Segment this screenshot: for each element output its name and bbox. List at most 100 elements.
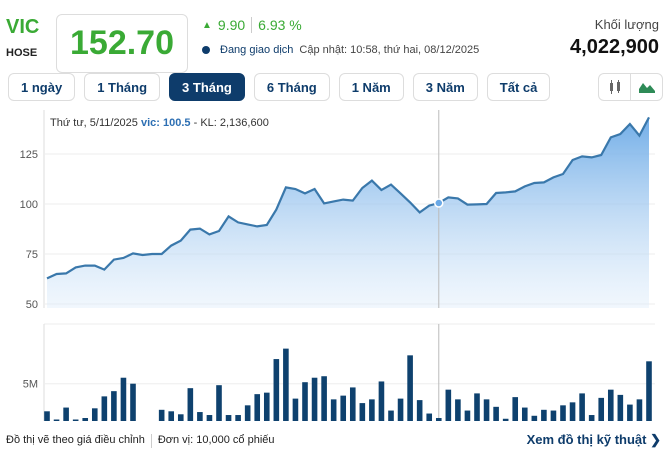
- volume-bar: [455, 399, 461, 421]
- volume-bar: [474, 393, 480, 421]
- tab-3-years[interactable]: 3 Năm: [412, 73, 478, 101]
- volume-bar: [397, 398, 404, 421]
- volume-bar: [493, 406, 499, 421]
- volume-value: 4,022,900: [570, 36, 659, 58]
- volume-bar: [340, 395, 347, 421]
- volume-bar: [311, 377, 318, 421]
- candlestick-icon[interactable]: [599, 74, 630, 100]
- volume-bar: [521, 407, 528, 421]
- volume-bar: [349, 387, 356, 421]
- tab-1-month[interactable]: 1 Tháng: [84, 73, 161, 101]
- volume-bar: [130, 383, 136, 421]
- volume-bar: [44, 411, 50, 421]
- hover-point: [434, 198, 444, 208]
- divider: [150, 434, 152, 448]
- technical-chart-link[interactable]: Xem đồ thị kỹ thuật ❯: [527, 432, 661, 448]
- price-volume-chart[interactable]: 125 100 75 50 5M Thứ tư, 5/11/2025 vic: 100.…: [0, 104, 671, 429]
- volume-bar: [53, 419, 60, 421]
- volume-bar: [407, 355, 413, 421]
- volume-bar: [464, 410, 471, 421]
- tooltip: Thứ tư, 5/11/2025 vic: 100.5 - KL: 2,136…: [50, 117, 269, 129]
- volume-bar: [502, 418, 509, 421]
- volume-bar: [244, 405, 251, 421]
- area-chart-icon[interactable]: [630, 74, 662, 100]
- volume-bar: [101, 396, 108, 421]
- volume-bar: [531, 415, 538, 421]
- volume-bar: [206, 415, 213, 421]
- technical-chart-link-text[interactable]: Xem đồ thị kỹ thuật: [526, 432, 647, 447]
- price-change: ▲ 9.90 6.93 %: [202, 17, 302, 33]
- volume-bar: [445, 389, 452, 421]
- status-text: Đang giao dịch: [220, 44, 294, 56]
- up-arrow-icon: ▲: [202, 19, 212, 31]
- volume-bar: [330, 399, 337, 421]
- volume-bar: [512, 397, 519, 421]
- volume-bar: [646, 361, 652, 421]
- tab-6-months[interactable]: 6 Tháng: [253, 73, 330, 101]
- volume-bar: [369, 399, 375, 421]
- exchange: HOSE: [6, 47, 38, 59]
- volume-bar: [216, 385, 222, 421]
- y-tick-label: 50: [26, 299, 38, 311]
- volume-bar: [283, 348, 289, 421]
- divider: [251, 17, 253, 33]
- volume-bar: [263, 392, 270, 421]
- tab-3-months[interactable]: 3 Tháng: [169, 73, 245, 101]
- volume-bar: [560, 405, 566, 421]
- volume-bar: [321, 376, 327, 421]
- volume-bar: [82, 418, 89, 421]
- stock-symbol: VIC: [6, 16, 40, 38]
- tooltip-value: vic: 100.5: [141, 117, 191, 129]
- volume-label: Khối lượng: [594, 17, 659, 32]
- updated-time: Cập nhật: 10:58, thứ hai, 08/12/2025: [299, 44, 480, 56]
- volume-bar: [588, 415, 595, 421]
- y-tick-label: 125: [20, 149, 38, 161]
- volume-bar: [607, 389, 614, 421]
- status-dot-icon: [202, 46, 210, 54]
- tab-1-day[interactable]: 1 ngày: [8, 73, 76, 101]
- volume-bar: [569, 402, 576, 421]
- adjusted-note: Đồ thị vẽ theo giá điều chỉnh: [6, 434, 145, 446]
- volume-bar: [292, 398, 299, 421]
- change-value: 9.90: [217, 17, 246, 33]
- volume-tick-label: 5M: [23, 379, 38, 391]
- volume-bar: [359, 403, 366, 421]
- chart-footnote: Đồ thị vẽ theo giá điều chỉnh Đơn vị: 10…: [6, 434, 275, 448]
- volume-bar: [550, 410, 557, 421]
- volume-bar: [435, 418, 442, 421]
- tooltip-volume: KL: 2,136,600: [200, 117, 269, 129]
- volume-bar: [273, 359, 280, 421]
- tab-all[interactable]: Tất cả: [486, 73, 551, 101]
- chart-type-toggle: [598, 73, 663, 101]
- chevron-right-icon: ❯: [650, 432, 661, 447]
- volume-bar: [636, 399, 643, 421]
- price-area: [47, 117, 649, 309]
- volume-bar: [541, 409, 547, 421]
- volume-bar: [158, 409, 165, 421]
- trading-status: Đang giao dịch Cập nhật: 10:58, thứ hai,…: [202, 44, 479, 56]
- tooltip-date: Thứ tư, 5/11/2025: [50, 117, 138, 129]
- volume-bar: [168, 411, 175, 421]
- y-tick-label: 75: [26, 249, 38, 261]
- tab-1-year[interactable]: 1 Năm: [338, 73, 404, 101]
- change-percent: 6.93 %: [258, 17, 302, 33]
- volume-bar: [111, 391, 117, 421]
- volume-bar: [63, 407, 69, 421]
- y-tick-label: 100: [20, 199, 38, 211]
- price-line: [46, 116, 650, 280]
- volume-bar: [187, 388, 194, 421]
- volume-bar: [426, 413, 433, 421]
- volume-bar: [617, 394, 624, 421]
- volume-bar: [416, 400, 423, 421]
- volume-bar: [302, 382, 308, 421]
- volume-bar: [579, 393, 585, 421]
- volume-bar: [120, 377, 127, 421]
- volume-bar: [225, 415, 232, 421]
- volume-bar: [388, 410, 394, 421]
- volume-bar: [483, 399, 490, 421]
- volume-bar: [177, 414, 184, 421]
- period-tabs: 1 ngày 1 Tháng 3 Tháng 6 Tháng 1 Năm 3 N…: [8, 73, 551, 101]
- volume-bar: [598, 397, 605, 421]
- volume-bar: [627, 404, 633, 421]
- volume-bar: [378, 381, 385, 421]
